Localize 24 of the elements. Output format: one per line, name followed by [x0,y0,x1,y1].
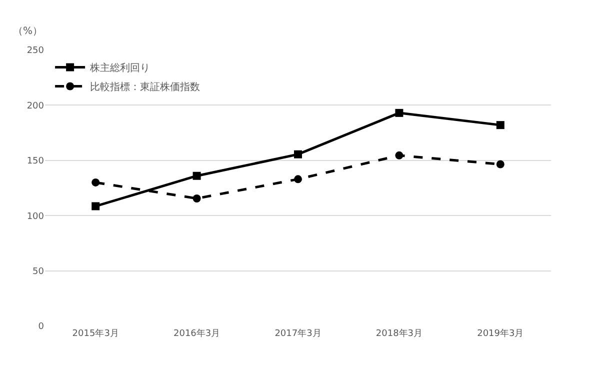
x-tick-label: 2015年3月 [72,328,119,339]
point [395,151,404,160]
x-tick-label: 2019年3月 [477,328,524,339]
y-axis-title: （%） [13,26,43,37]
point [395,108,404,117]
point [294,150,302,158]
y-tick-label: 250 [26,46,44,56]
y-tick-label: 50 [32,266,44,277]
point [92,202,100,210]
x-tick-label: 2016年3月 [173,328,220,339]
x-tick-label: 2017年3月 [274,328,322,339]
y-tick-label: 100 [26,212,44,222]
point [92,178,100,186]
legend-label: 比較指標：東証株価指数 [90,81,200,94]
point [192,172,201,180]
point [294,175,302,184]
y-tick-label: 200 [26,101,44,112]
point [192,194,201,202]
y-tick-label: 150 [26,156,44,167]
point [496,160,504,168]
x-tick-label: 2018年3月 [376,328,423,339]
y-tick-label: 0 [38,322,44,332]
legend-label: 株主総利回り [89,62,150,74]
point [496,121,504,130]
